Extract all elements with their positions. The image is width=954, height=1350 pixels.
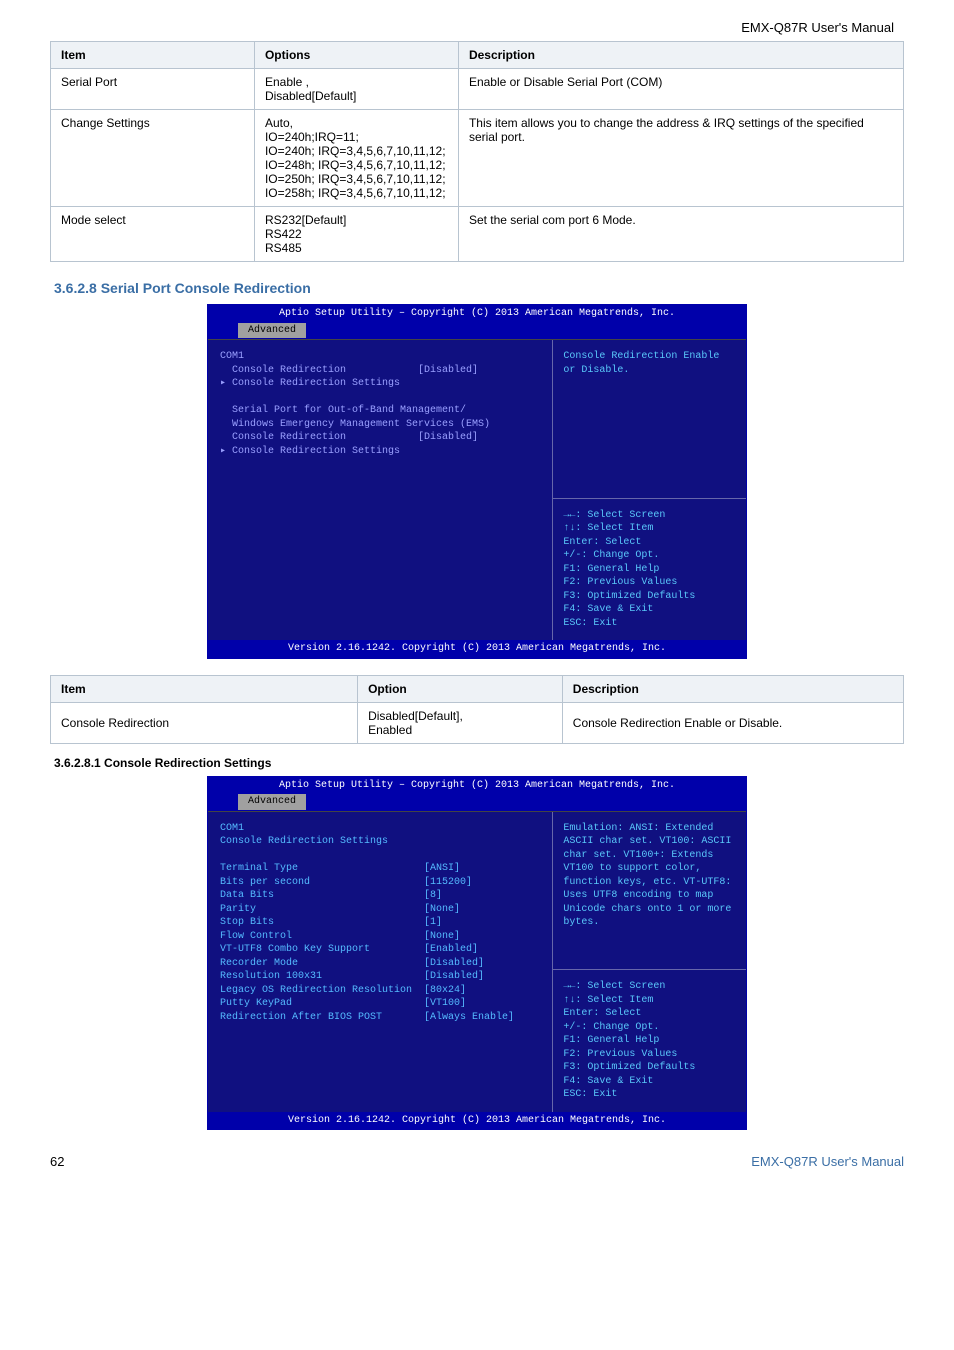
th2-desc: Description xyxy=(562,675,903,702)
table-cell: This item allows you to change the addre… xyxy=(458,110,903,207)
section-title: 3.6.2.8 Serial Port Console Redirection xyxy=(54,280,904,296)
table-cell: Console Redirection xyxy=(51,702,358,743)
table-cell: Serial Port xyxy=(51,69,255,110)
table-cell: RS232[Default] RS422 RS485 xyxy=(254,207,458,262)
th2-item: Item xyxy=(51,675,358,702)
table-cell: Change Settings xyxy=(51,110,255,207)
page-top-label: EMX-Q87R User's Manual xyxy=(50,20,904,35)
subsection-title: 3.6.2.8.1 Console Redirection Settings xyxy=(54,756,904,770)
th-item: Item xyxy=(51,42,255,69)
table-cell: Enable , Disabled[Default] xyxy=(254,69,458,110)
bios-tab-advanced: Advanced xyxy=(238,323,306,340)
table-cell: Auto, IO=240h;IRQ=11; IO=240h; IRQ=3,4,5… xyxy=(254,110,458,207)
table-cell: Disabled[Default], Enabled xyxy=(358,702,563,743)
bios2-footer: Version 2.16.1242. Copyright (C) 2013 Am… xyxy=(208,1112,746,1130)
bios2-tab-advanced: Advanced xyxy=(238,794,306,811)
th2-opt: Option xyxy=(358,675,563,702)
manual-name: EMX-Q87R User's Manual xyxy=(751,1154,904,1169)
bios-left-panel: COM1 Console Redirection [Disabled] ▸ Co… xyxy=(208,340,552,640)
bios2-help-text: Emulation: ANSI: Extended ASCII char set… xyxy=(553,812,746,970)
bios-key-help: →←: Select Screen ↑↓: Select Item Enter:… xyxy=(553,498,746,641)
table-cell: Console Redirection Enable or Disable. xyxy=(562,702,903,743)
bios-help-text: Console Redirection Enable or Disable. xyxy=(553,340,746,498)
th-opts: Options xyxy=(254,42,458,69)
table-cell: Set the serial com port 6 Mode. xyxy=(458,207,903,262)
bios2-key-help: →←: Select Screen ↑↓: Select Item Enter:… xyxy=(553,969,746,1112)
options-table-2: Item Option Description Console Redirect… xyxy=(50,675,904,744)
bios2-titlebar: Aptio Setup Utility – Copyright (C) 2013… xyxy=(208,777,746,795)
page-number: 62 xyxy=(50,1154,64,1169)
bios-screenshot-2: Aptio Setup Utility – Copyright (C) 2013… xyxy=(207,776,747,1131)
bios-screenshot-1: Aptio Setup Utility – Copyright (C) 2013… xyxy=(207,304,747,659)
th-desc: Description xyxy=(458,42,903,69)
bios2-left-panel: COM1 Console Redirection Settings Termin… xyxy=(208,812,552,1112)
bios-footer: Version 2.16.1242. Copyright (C) 2013 Am… xyxy=(208,640,746,658)
table-cell: Enable or Disable Serial Port (COM) xyxy=(458,69,903,110)
table-cell: Mode select xyxy=(51,207,255,262)
bios-titlebar: Aptio Setup Utility – Copyright (C) 2013… xyxy=(208,305,746,323)
options-table-1: Item Options Description Serial PortEnab… xyxy=(50,41,904,262)
